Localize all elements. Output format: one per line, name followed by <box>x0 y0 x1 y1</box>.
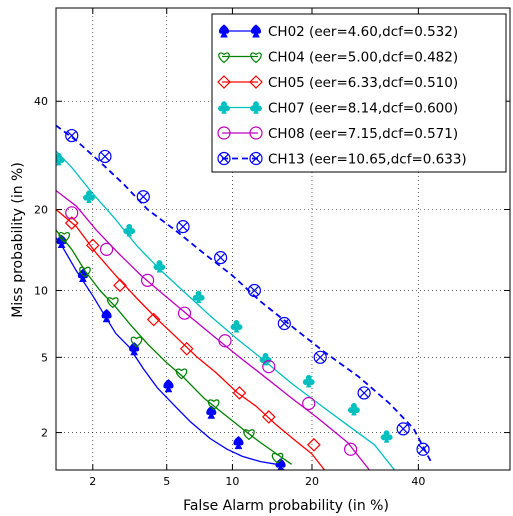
series-4 <box>56 190 370 470</box>
marker-club <box>218 101 230 114</box>
marker-diamond <box>307 437 321 452</box>
marker-club <box>83 190 95 203</box>
marker-circle-x <box>65 128 79 143</box>
legend-box <box>211 13 507 173</box>
y-axis-label: Miss probability (in %) <box>10 162 26 318</box>
series-2 <box>56 209 326 470</box>
marker-club <box>302 374 315 388</box>
marker-club <box>380 430 393 443</box>
marker-heart <box>79 266 91 278</box>
legend-label: CH07 (eer=8.14,dcf=0.600) <box>268 101 458 117</box>
y-tick-label: 20 <box>34 204 48 217</box>
marker-circle-x <box>214 251 228 265</box>
series-line <box>56 190 370 470</box>
x-tick-label: 20 <box>305 475 319 488</box>
marker-circle <box>217 126 231 140</box>
marker-heart <box>271 452 284 464</box>
marker-spade <box>129 342 140 356</box>
series-line <box>56 237 285 470</box>
marker-diamond <box>249 75 263 89</box>
marker-heart <box>207 399 220 411</box>
marker-spade <box>251 24 261 38</box>
marker-club <box>153 260 166 273</box>
marker-heart <box>58 231 71 243</box>
marker-circle-x <box>98 149 112 164</box>
x-axis-label: False Alarm probability (in %) <box>183 498 389 514</box>
marker-diamond <box>64 216 79 230</box>
marker-heart <box>243 429 255 441</box>
marker-heart <box>250 52 262 64</box>
marker-circle-x <box>217 151 231 166</box>
legend: CH02 (eer=4.60,dcf=0.532) CH04 (eer=5.00,… <box>211 13 507 173</box>
legend-label: CH04 (eer=5.00,dcf=0.482) <box>268 50 458 66</box>
x-tick-label: 2 <box>89 475 96 488</box>
marker-circle-x <box>313 350 327 364</box>
marker-heart <box>218 52 230 64</box>
marker-circle <box>177 306 192 320</box>
marker-club <box>192 290 205 304</box>
marker-diamond <box>217 75 231 89</box>
marker-circle <box>218 334 232 348</box>
plot-frame <box>55 7 511 471</box>
marker-heart <box>107 297 119 309</box>
marker-circle-x <box>136 190 150 204</box>
x-tick-label: 40 <box>411 475 425 488</box>
marker-club <box>123 224 136 237</box>
x-tick-label: 10 <box>225 475 239 488</box>
marker-club <box>230 320 243 333</box>
marker-diamond <box>179 341 194 356</box>
series-1 <box>56 229 292 465</box>
marker-diamond <box>261 410 276 424</box>
marker-circle-x <box>249 151 263 166</box>
marker-circle <box>99 242 114 256</box>
marker-spade <box>233 435 244 450</box>
series-line <box>56 124 434 465</box>
marker-circle-x <box>277 316 291 331</box>
marker-circle <box>65 206 79 220</box>
marker-heart <box>175 368 188 380</box>
marker-spade <box>163 379 174 393</box>
series-line <box>56 209 326 470</box>
marker-circle-x <box>176 220 190 234</box>
marker-club <box>56 152 65 166</box>
series-5 <box>56 124 434 465</box>
series-3 <box>56 150 396 470</box>
y-tick-label: 5 <box>41 351 48 364</box>
y-tick-label: 40 <box>34 95 48 108</box>
marker-club <box>259 352 272 366</box>
x-tick-label: 5 <box>163 475 170 488</box>
legend-label: CH08 (eer=7.15,dcf=0.571) <box>268 126 458 142</box>
marker-circle-x <box>416 442 430 456</box>
marker-spade <box>219 24 229 38</box>
marker-club <box>347 403 360 416</box>
y-tick-label: 2 <box>41 427 48 440</box>
marker-circle-x <box>357 386 371 400</box>
marker-circle-x <box>396 422 410 436</box>
marker-diamond <box>113 278 127 293</box>
marker-club <box>250 101 262 114</box>
series-line <box>56 229 292 465</box>
marker-circle-x <box>247 283 261 298</box>
y-tick-label: 10 <box>34 284 48 297</box>
marker-circle <box>344 442 358 456</box>
marker-diamond <box>146 312 161 327</box>
marker-diamond <box>232 386 247 400</box>
legend-label: CH02 (eer=4.60,dcf=0.532) <box>268 24 458 40</box>
marker-heart <box>130 336 143 348</box>
marker-spade <box>101 309 112 323</box>
legend-label: CH13 (eer=10.65,dcf=0.633) <box>268 152 467 168</box>
marker-circle <box>302 396 316 411</box>
series-line <box>56 150 396 470</box>
marker-diamond <box>85 238 100 253</box>
marker-spade <box>56 234 67 248</box>
marker-circle <box>140 273 155 287</box>
marker-circle <box>249 126 263 140</box>
legend-label: CH05 (eer=6.33,dcf=0.510) <box>268 75 458 91</box>
marker-circle <box>262 360 276 374</box>
